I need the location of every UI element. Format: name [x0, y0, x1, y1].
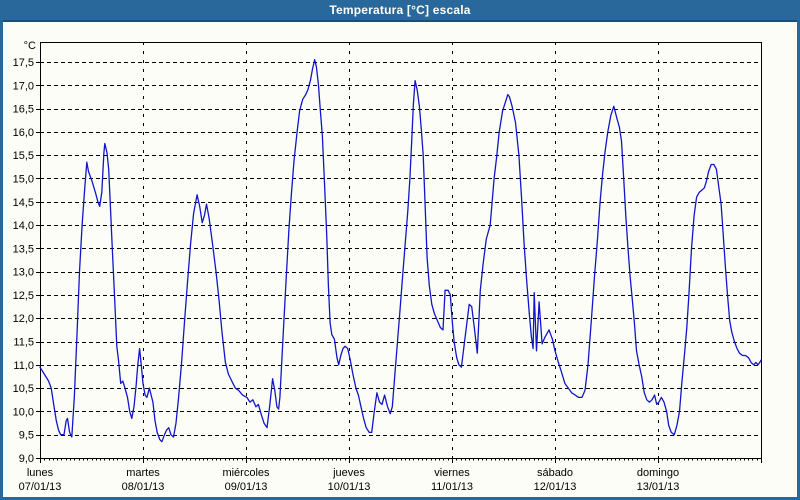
- x-day-date: 11/01/13: [431, 481, 473, 493]
- y-tick-label: 13,0: [13, 267, 34, 279]
- x-day-date: 08/01/13: [122, 481, 165, 493]
- y-tick-label: 15,0: [13, 173, 34, 185]
- y-tick-label: 13,5: [13, 243, 34, 255]
- x-day-date: 09/01/13: [225, 481, 268, 493]
- window-title: Temperatura [°C] escala: [329, 3, 471, 17]
- x-day-name: martes: [126, 467, 160, 479]
- y-axis-unit-label: °C: [24, 40, 36, 52]
- x-day-name: lunes: [27, 467, 54, 479]
- title-bar: Temperatura [°C] escala: [0, 0, 800, 22]
- temperature-line: [39, 59, 762, 443]
- y-tick-label: 12,0: [13, 313, 34, 325]
- x-day-name: domingo: [637, 467, 679, 479]
- y-tick-label: 17,0: [13, 80, 34, 92]
- y-tick-label: 11,0: [13, 360, 34, 372]
- y-tick-label: 14,5: [13, 197, 34, 209]
- y-tick-label: 16,0: [13, 127, 34, 139]
- y-tick-label: 12,5: [13, 290, 34, 302]
- x-day-date: 07/01/13: [19, 481, 62, 493]
- y-tick-label: 14,0: [13, 220, 34, 232]
- y-tick-label: 16,5: [13, 104, 34, 116]
- x-day-date: 13/01/13: [637, 481, 680, 493]
- y-tick-label: 15,5: [13, 150, 34, 162]
- x-day-date: 12/01/13: [534, 481, 577, 493]
- y-tick-label: 11,5: [13, 337, 34, 349]
- y-tick-label: 9,5: [19, 430, 34, 442]
- x-day-name: jueves: [332, 467, 365, 479]
- x-day-name: sábado: [537, 467, 573, 479]
- y-tick-label: 10,5: [13, 383, 34, 395]
- x-day-date: 10/01/13: [328, 481, 371, 493]
- x-day-name: viernes: [434, 467, 470, 479]
- y-tick-label: 17,5: [13, 57, 34, 69]
- y-tick-label: 10,0: [13, 406, 34, 418]
- y-tick-label: 9,0: [19, 453, 34, 465]
- x-day-name: miércoles: [222, 467, 270, 479]
